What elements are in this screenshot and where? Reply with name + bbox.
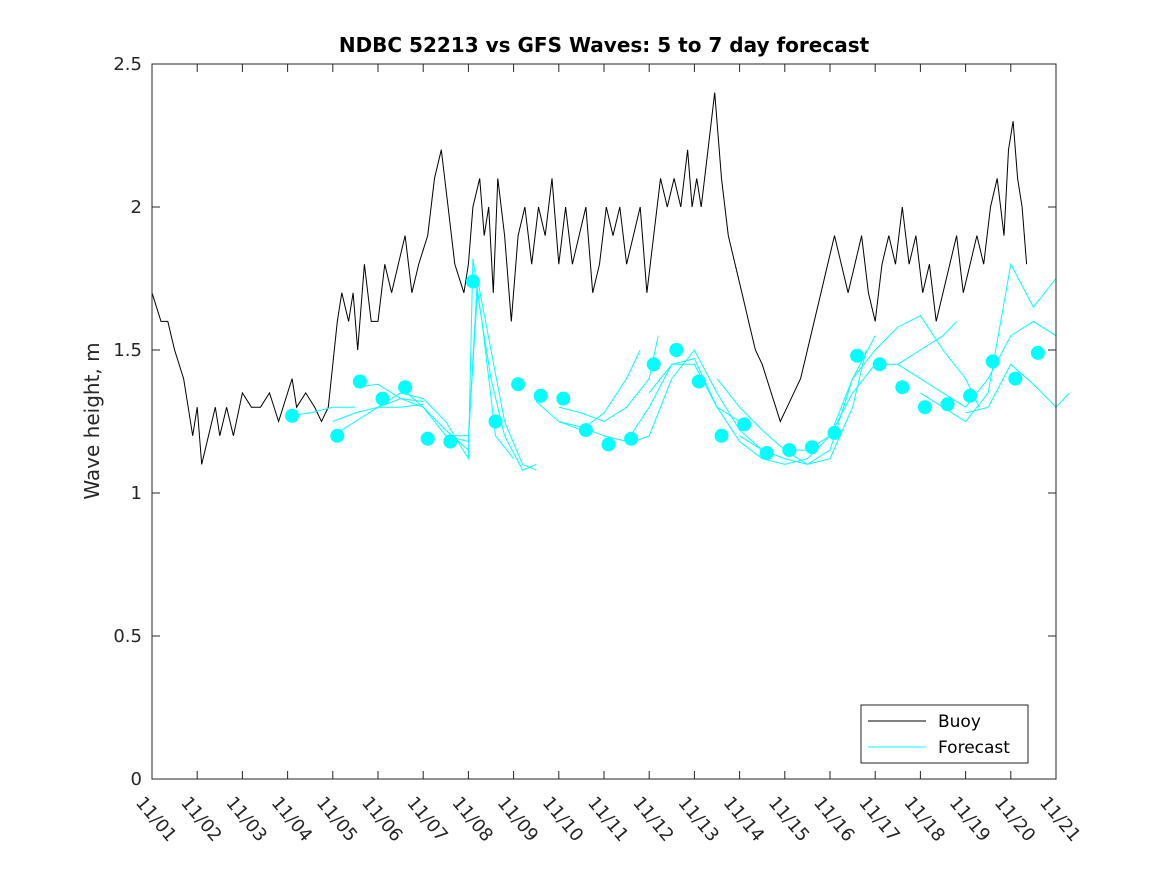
forecast-run-line xyxy=(626,349,785,460)
forecast-marker xyxy=(940,397,955,412)
forecast-marker xyxy=(872,357,887,372)
y-tick-label: 0.5 xyxy=(113,626,142,647)
forecast-marker xyxy=(1008,371,1023,386)
forecast-marker xyxy=(646,357,661,372)
forecast-run-line xyxy=(400,292,537,471)
forecast-run-line xyxy=(648,358,831,465)
forecast-marker xyxy=(917,400,932,415)
forecast-marker xyxy=(850,348,865,363)
forecast-marker xyxy=(963,388,978,403)
forecast-marker xyxy=(669,343,684,357)
buoy-series-line xyxy=(151,92,1028,465)
forecast-marker xyxy=(443,434,458,449)
forecast-marker xyxy=(985,354,1000,369)
y-tick-label: 2 xyxy=(131,197,142,218)
legend: Buoy Forecast xyxy=(860,704,1029,764)
forecast-marker xyxy=(511,377,526,392)
y-tick-label: 1.5 xyxy=(113,340,142,361)
forecast-marker xyxy=(488,414,503,429)
forecast-marker xyxy=(624,431,639,446)
forecast-marker xyxy=(827,425,842,440)
y-tick-label: 0 xyxy=(131,769,142,790)
forecast-run-line xyxy=(829,315,980,436)
forecast-marker xyxy=(737,417,752,432)
legend-buoy-label: Buoy xyxy=(938,712,981,732)
forecast-marker xyxy=(578,423,593,438)
y-tick-label: 1 xyxy=(131,483,142,504)
forecast-marker xyxy=(420,431,435,446)
forecast-marker xyxy=(714,428,729,443)
chart-title: NDBC 52213 vs GFS Waves: 5 to 7 day fore… xyxy=(339,33,870,57)
forecast-run-line xyxy=(558,335,659,423)
forecast-marker xyxy=(601,437,616,452)
forecast-run-line xyxy=(535,349,641,431)
forecast-run-line xyxy=(355,383,469,451)
y-tick-label: 2.5 xyxy=(113,54,142,75)
y-axis-label: Wave height, m xyxy=(80,342,104,499)
forecast-marker xyxy=(1030,345,1045,360)
forecast-marker xyxy=(895,380,910,395)
plot-area xyxy=(151,92,1070,471)
forecast-marker xyxy=(556,391,571,406)
forecast-marker xyxy=(691,374,706,389)
forecast-run-line xyxy=(965,363,1070,414)
forecast-marker xyxy=(352,374,367,389)
forecast-marker xyxy=(759,446,774,460)
forecast-run-line xyxy=(445,278,537,471)
legend-forecast-label: Forecast xyxy=(938,738,1010,758)
forecast-marker xyxy=(465,274,480,289)
forecast-marker xyxy=(398,380,413,395)
forecast-marker xyxy=(375,391,390,406)
forecast-run-line xyxy=(377,258,514,461)
forecast-marker xyxy=(285,408,300,423)
forecast-run-line xyxy=(897,320,1057,408)
y-axis: 0 0.5 1 1.5 2 2.5 xyxy=(113,54,1056,790)
forecast-marker xyxy=(782,443,797,458)
forecast-marker xyxy=(804,440,819,455)
forecast-marker xyxy=(330,428,345,443)
forecast-marker xyxy=(533,388,548,403)
forecast-run-line xyxy=(716,349,867,465)
legend-box xyxy=(860,704,1029,764)
